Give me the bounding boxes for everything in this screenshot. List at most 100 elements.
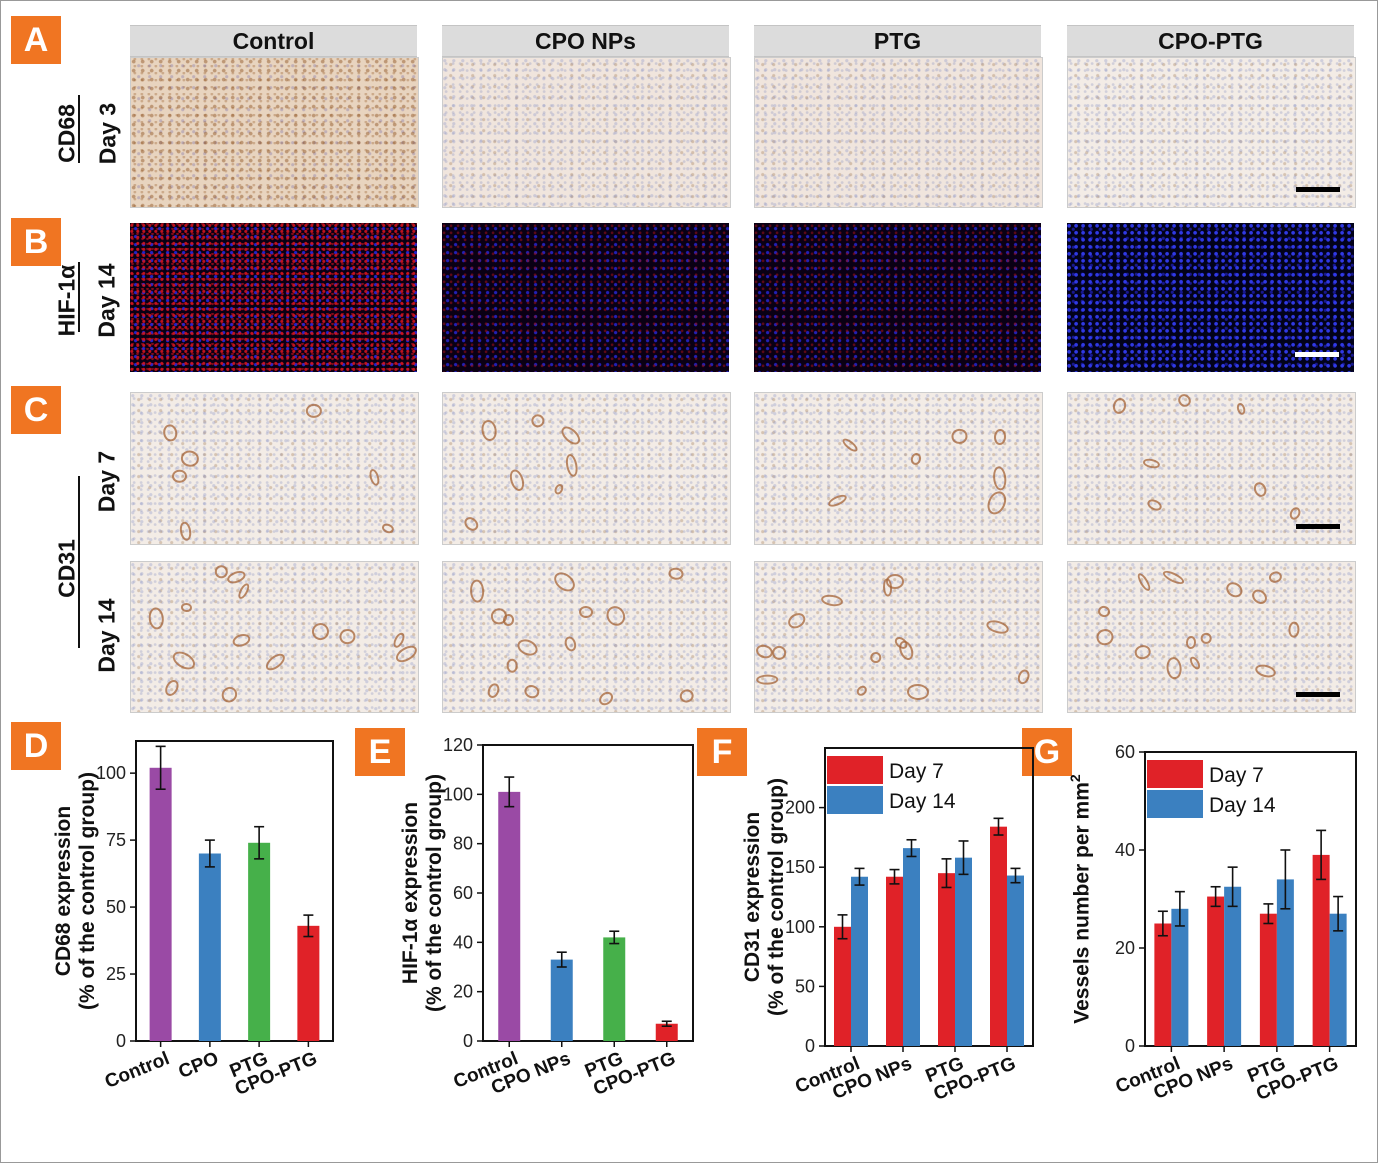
bar bbox=[1207, 896, 1225, 1046]
bar bbox=[297, 925, 320, 1041]
bar bbox=[248, 842, 271, 1041]
y-tick-label: 80 bbox=[453, 834, 473, 854]
scale-bar bbox=[1296, 524, 1340, 529]
panel-label-g: G bbox=[1022, 728, 1072, 776]
row-divider-c bbox=[78, 476, 80, 648]
y-tick-label: 60 bbox=[1115, 742, 1135, 762]
micrograph-cd31-day7-ptg bbox=[754, 392, 1043, 545]
y-axis-label-line1: Vessels number per mm bbox=[1070, 782, 1093, 1024]
micrograph-cd68-day3-control bbox=[130, 57, 419, 208]
micrograph-cd31-day14-ptg bbox=[754, 561, 1043, 713]
bar bbox=[1171, 908, 1189, 1046]
micrograph-cd31-day7-cpo-ptg bbox=[1067, 392, 1356, 545]
micrograph-hif-day14-ptg bbox=[754, 223, 1041, 372]
legend-label: Day 14 bbox=[889, 790, 956, 813]
y-tick-label: 20 bbox=[453, 982, 473, 1002]
legend-label: Day 7 bbox=[1209, 764, 1264, 787]
bar bbox=[955, 857, 972, 1046]
y-axis-label: CD68 expression(% of the control group) bbox=[52, 772, 99, 1010]
bar bbox=[1259, 913, 1277, 1046]
y-axis-label-line2: (% of the control group) bbox=[765, 778, 788, 1016]
bar bbox=[1007, 875, 1024, 1046]
bar bbox=[990, 826, 1007, 1046]
bar bbox=[550, 959, 573, 1041]
y-tick-label: 50 bbox=[795, 976, 815, 996]
bar bbox=[1276, 879, 1294, 1046]
bar bbox=[1329, 913, 1347, 1046]
plot-frame bbox=[824, 747, 1034, 1047]
bar bbox=[1312, 854, 1330, 1046]
category-label: CPO bbox=[176, 1048, 222, 1083]
bar bbox=[498, 791, 521, 1041]
micrograph-cd68-day3-cpo-nps bbox=[442, 57, 731, 208]
bar bbox=[1154, 923, 1172, 1046]
bar bbox=[655, 1023, 678, 1041]
y-axis-label: CD31 expression(% of the control group) bbox=[741, 778, 788, 1016]
y-axis-label: Vessels number per mm2 bbox=[1067, 774, 1093, 1024]
bar bbox=[886, 876, 903, 1046]
y-axis-label-line2: (% of the control group) bbox=[423, 774, 446, 1012]
row-divider-a bbox=[78, 95, 80, 163]
plot-frame bbox=[1144, 751, 1357, 1047]
panel-label-c: C bbox=[11, 386, 61, 434]
y-axis-label-line2: (% of the control group) bbox=[76, 772, 99, 1010]
micrograph-hif-day14-cpo-ptg bbox=[1067, 223, 1354, 372]
vessel bbox=[886, 574, 905, 590]
scale-bar bbox=[1296, 187, 1340, 192]
panel-label-a: A bbox=[11, 16, 61, 64]
scale-bar bbox=[1295, 352, 1339, 357]
legend-swatch bbox=[1147, 790, 1203, 818]
micrograph-cd68-day3-cpo-ptg bbox=[1067, 57, 1356, 208]
micrograph-hif-day14-cpo-nps bbox=[442, 223, 729, 372]
y-tick-label: 100 bbox=[785, 917, 815, 937]
y-tick-label: 150 bbox=[785, 857, 815, 877]
chart-e: 0 20 40 60 80 100 120 HIF-1α expression(% of th… bbox=[399, 735, 694, 1100]
legend-label: Day 14 bbox=[1209, 794, 1276, 817]
y-tick-label: 100 bbox=[96, 763, 126, 783]
y-axis-label-line1: HIF-1α expression bbox=[399, 802, 422, 984]
column-header-cpo-nps: CPO NPs bbox=[442, 25, 729, 57]
panel-label-e: E bbox=[355, 728, 405, 776]
y-axis-label-line1: CD31 expression bbox=[741, 812, 764, 982]
micrograph-cd31-day14-cpo-ptg bbox=[1067, 561, 1356, 713]
bar bbox=[903, 848, 920, 1046]
y-tick-label: 0 bbox=[463, 1031, 473, 1051]
y-tick-label: 50 bbox=[106, 897, 126, 917]
y-tick-label: 0 bbox=[1125, 1036, 1135, 1056]
micrograph-cd31-day7-control bbox=[130, 392, 419, 545]
legend-label: Day 7 bbox=[889, 760, 944, 783]
legend-swatch bbox=[1147, 760, 1203, 788]
row-divider-b bbox=[78, 262, 80, 332]
bar bbox=[834, 926, 851, 1046]
y-tick-label: 0 bbox=[805, 1036, 815, 1056]
y-axis-label: HIF-1α expression(% of the control group… bbox=[399, 774, 446, 1012]
y-tick-label: 120 bbox=[443, 735, 473, 755]
scale-bar bbox=[1296, 692, 1340, 697]
y-tick-label: 200 bbox=[785, 798, 815, 818]
y-tick-label: 20 bbox=[1115, 938, 1135, 958]
bar bbox=[149, 767, 172, 1041]
y-tick-label: 0 bbox=[116, 1031, 126, 1051]
bar bbox=[851, 876, 868, 1046]
y-tick-label: 40 bbox=[453, 932, 473, 952]
bar bbox=[938, 873, 955, 1046]
y-tick-label: 25 bbox=[106, 964, 126, 984]
micrograph-cd31-day7-cpo-nps bbox=[442, 392, 731, 545]
y-tick-label: 40 bbox=[1115, 840, 1135, 860]
column-header-ptg: PTG bbox=[754, 25, 1041, 57]
panel-label-d: D bbox=[11, 722, 61, 770]
y-tick-label: 60 bbox=[453, 883, 473, 903]
bar bbox=[603, 937, 626, 1041]
micrograph-cd31-day14-cpo-nps bbox=[442, 561, 731, 713]
legend-swatch bbox=[827, 786, 883, 814]
legend-swatch bbox=[827, 756, 883, 784]
bar bbox=[1224, 886, 1242, 1046]
y-tick-label: 75 bbox=[106, 830, 126, 850]
y-tick-label: 100 bbox=[443, 784, 473, 804]
panel-label-b: B bbox=[11, 218, 61, 266]
micrograph-hif-day14-control bbox=[130, 223, 417, 372]
micrograph-cd31-day14-control bbox=[130, 561, 419, 713]
